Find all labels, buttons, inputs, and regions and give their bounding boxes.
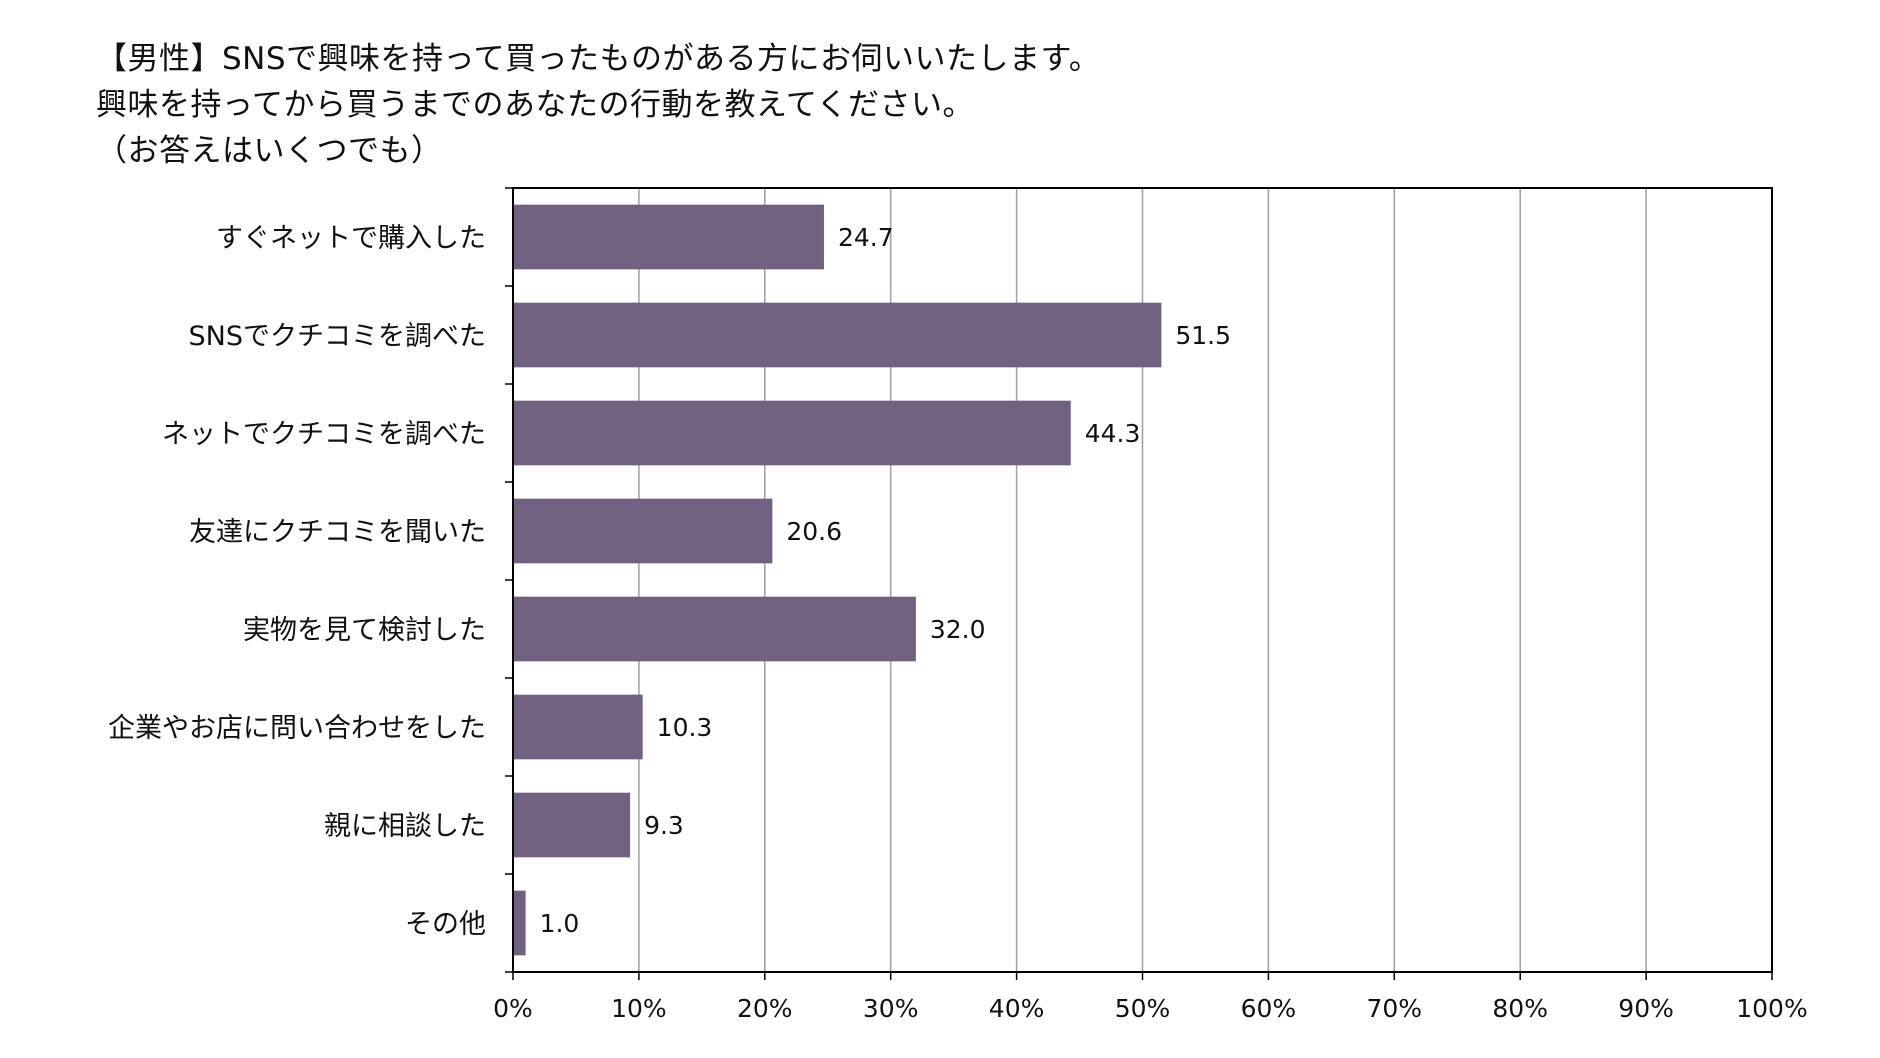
- chart-title-line-2: 興味を持ってから買うまでのあなたの行動を教えてください。: [96, 87, 974, 123]
- category-label-4: 実物を見て検討した: [243, 615, 486, 646]
- bar-0: [513, 204, 824, 270]
- bar-1: [513, 302, 1162, 368]
- x-tick-label-3: 30%: [863, 994, 919, 1023]
- value-label-0: 24.7: [838, 223, 894, 252]
- category-label-3: 友達にクチコミを聞いた: [189, 517, 486, 548]
- bar-2: [513, 400, 1071, 466]
- category-label-0: すぐネットで購入した: [216, 223, 486, 254]
- x-tick-label-10: 100%: [1736, 994, 1807, 1023]
- bar-5: [513, 694, 643, 760]
- value-label-1: 51.5: [1175, 321, 1231, 350]
- category-label-5: 企業やお店に問い合わせをした: [108, 713, 486, 744]
- category-label-7: その他: [405, 909, 486, 940]
- category-label-6: 親に相談した: [324, 811, 486, 842]
- chart-title: 【男性】SNSで興味を持って買ったものがある方にお伺いいたします。 興味を持って…: [96, 36, 1100, 174]
- x-tick-label-1: 10%: [611, 994, 667, 1023]
- x-tick-label-2: 20%: [737, 994, 793, 1023]
- category-label-1: SNSでクチコミを調べた: [189, 321, 486, 352]
- value-label-4: 32.0: [930, 615, 986, 644]
- value-label-2: 44.3: [1085, 419, 1141, 448]
- x-tick-label-6: 60%: [1241, 994, 1297, 1023]
- chart-title-line-3: （お答えはいくつでも）: [96, 133, 443, 169]
- value-label-6: 9.3: [644, 811, 684, 840]
- labels: 0% 10% 20% 30% 40% 50% 60% 70% 80% 90% 100% 24.7 すぐネ…: [108, 223, 1808, 1023]
- axes: [505, 187, 1773, 980]
- x-tick-label-5: 50%: [1115, 994, 1171, 1023]
- value-label-5: 10.3: [657, 713, 713, 742]
- value-label-7: 1.0: [540, 909, 580, 938]
- chart-title-line-1: 【男性】SNSで興味を持って買ったものがある方にお伺いいたします。: [96, 41, 1101, 77]
- bar-3: [513, 498, 773, 564]
- x-tick-label-9: 90%: [1618, 994, 1674, 1023]
- x-tick-label-0: 0%: [493, 994, 533, 1023]
- bar-4: [513, 596, 916, 662]
- value-label-3: 20.6: [786, 517, 842, 546]
- bar-6: [513, 792, 631, 858]
- bar-7: [513, 890, 526, 956]
- category-label-2: ネットでクチコミを調べた: [162, 419, 486, 450]
- x-tick-label-7: 70%: [1367, 994, 1423, 1023]
- x-tick-label-4: 40%: [989, 994, 1045, 1023]
- bars: [513, 204, 1162, 956]
- x-tick-label-8: 80%: [1492, 994, 1548, 1023]
